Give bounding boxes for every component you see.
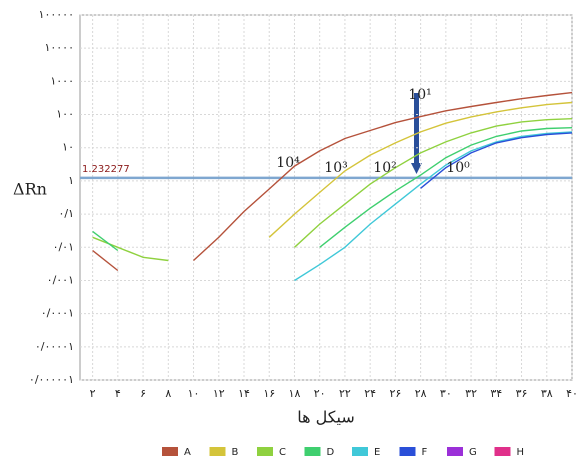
curve xyxy=(294,118,573,248)
legend-swatch xyxy=(399,447,416,456)
x-tick-label: ۲۰ xyxy=(314,387,326,400)
y-tick-label: ۱۰۰۰ xyxy=(50,74,74,87)
x-tick-label: ۲۲ xyxy=(339,387,351,400)
x-tick-label: ۶ xyxy=(140,387,146,400)
arrow-head xyxy=(411,163,422,174)
legend-label: G xyxy=(469,447,477,458)
legend-label: C xyxy=(279,447,286,458)
annotation: 10² xyxy=(373,160,396,176)
annotation: 10⁴ xyxy=(276,155,300,171)
x-tick-label: ۲۶ xyxy=(389,387,401,400)
annotation: 10³ xyxy=(324,160,347,176)
x-tick-label: ۱۴ xyxy=(238,387,250,400)
y-tick-label: ۰/۰۰۰۰۰۱ xyxy=(29,373,74,386)
x-tick-label: ۸ xyxy=(165,387,171,400)
x-tick-label: ۱۰ xyxy=(188,387,200,400)
y-tick-label: ۱۰۰ xyxy=(56,108,74,121)
x-tick-label: ۴ xyxy=(115,387,121,400)
y-tick-label: ۰/۰۰۰۱ xyxy=(41,307,74,320)
y-tick-label: ۰/۰۰۰۰۱ xyxy=(35,340,74,353)
x-tick-label: ۲ xyxy=(90,387,96,400)
legend-swatch xyxy=(447,447,463,456)
x-tick-label: ۱۲ xyxy=(213,387,225,400)
legend-swatch xyxy=(209,447,226,456)
legend-swatch xyxy=(257,447,273,456)
legend-swatch xyxy=(304,447,321,456)
plot-area xyxy=(79,14,573,381)
x-axis-label: سیکل ها xyxy=(297,408,355,427)
annotation: 10¹ xyxy=(408,87,431,103)
legend-swatch xyxy=(352,447,368,456)
x-tick-label: ۳۴ xyxy=(490,387,502,400)
x-tick-label: ۳۰ xyxy=(440,387,452,400)
x-tick-label: ۳۶ xyxy=(516,387,528,400)
y-axis-label: ΔRn xyxy=(13,180,47,199)
x-tick-label: ۳۲ xyxy=(465,387,477,400)
x-tick-label: ۴۰ xyxy=(566,387,577,400)
curve xyxy=(92,230,119,252)
y-tick-label: ۰/۰۱ xyxy=(53,240,74,253)
x-tick-label: ۱۶ xyxy=(263,387,275,400)
threshold-label: 1.232277 xyxy=(82,164,130,175)
curve xyxy=(294,131,573,282)
legend-label: B xyxy=(232,447,239,458)
y-tick-label: ۱۰۰۰۰ xyxy=(44,41,74,54)
curve xyxy=(319,127,573,248)
curve xyxy=(92,236,169,262)
legend-label: A xyxy=(184,447,191,458)
arrow xyxy=(411,93,422,174)
legend-swatch xyxy=(162,447,178,456)
x-tick-label: ۱۸ xyxy=(289,387,301,400)
curve xyxy=(193,91,573,262)
y-tick-label: ۰/۰۰۱ xyxy=(47,273,74,286)
curve xyxy=(268,101,573,238)
y-tick-label: ۱۰ xyxy=(62,141,74,154)
legend-label: E xyxy=(374,447,380,458)
annotation: 10⁰ xyxy=(446,160,470,176)
x-tick-label: ۳۸ xyxy=(541,387,553,400)
y-tick-label: ۱۰۰۰۰۰ xyxy=(39,8,74,21)
legend-label: D xyxy=(327,447,335,458)
curve xyxy=(420,132,573,189)
x-tick-label: ۲۴ xyxy=(364,387,376,400)
arrow-shaft xyxy=(414,93,419,163)
legend-swatch xyxy=(494,447,511,456)
legend-label: F xyxy=(422,447,428,458)
y-tick-label: ۰/۱ xyxy=(58,207,74,220)
x-tick-label: ۲۸ xyxy=(415,387,427,400)
y-tick-label: ۱ xyxy=(68,174,74,187)
curve xyxy=(92,249,119,272)
legend-label: H xyxy=(517,447,525,458)
